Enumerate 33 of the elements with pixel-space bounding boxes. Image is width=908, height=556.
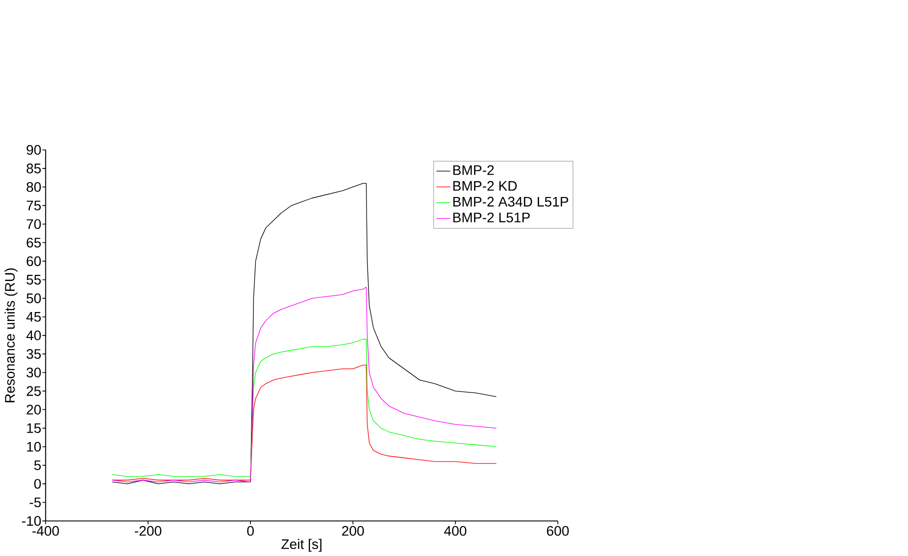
y-tick-label: 85	[26, 163, 41, 174]
legend-label: BMP-2	[453, 165, 494, 175]
y-tick-label: 80	[26, 182, 41, 192]
legend-label: BMP-2 L51P	[453, 212, 530, 222]
y-tick-label: -5	[30, 497, 41, 508]
legend-label: BMP-2 KD	[453, 180, 517, 190]
y-tick-label: 65	[26, 238, 41, 248]
y-tick-label: 75	[26, 200, 41, 210]
y-tick-label: 30	[26, 367, 41, 378]
x-tick-label: 400	[444, 526, 466, 536]
y-tick-label: 60	[26, 256, 41, 266]
y-axis-title: Resonance units (RU)	[4, 268, 18, 402]
y-tick-label: 45	[26, 312, 41, 322]
x-tick-label: 600	[546, 526, 569, 536]
y-tick-label: 10	[27, 442, 41, 452]
y-tick-label: 25	[26, 386, 41, 396]
y-tick-label: 55	[26, 274, 41, 284]
y-tick-label: 0	[34, 478, 41, 489]
y-tick-label: 50	[26, 293, 41, 304]
x-tick-label: 0	[247, 526, 254, 536]
y-tick-label: 15	[27, 423, 41, 433]
y-tick-label: -10	[22, 516, 41, 526]
x-tick-label: -200	[134, 526, 162, 536]
legend-label: BMP-2 A34D L51P	[453, 196, 568, 206]
y-tick-label: 40	[26, 330, 41, 340]
y-tick-label: 90	[26, 144, 41, 155]
y-tick-label: 20	[26, 404, 41, 414]
y-tick-label: 35	[26, 348, 41, 359]
x-tick-label: 200	[342, 526, 364, 536]
y-tick-label: 5	[34, 460, 41, 470]
x-tick-label: -400	[32, 526, 59, 536]
x-axis-title: Zeit [s]	[281, 538, 322, 552]
y-tick-label: 70	[26, 219, 41, 229]
